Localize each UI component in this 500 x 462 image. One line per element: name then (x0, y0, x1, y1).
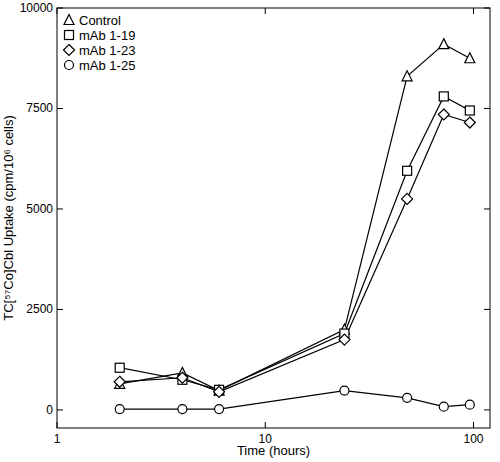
x-tick-label: 100 (463, 432, 483, 446)
y-tick-label: 5000 (26, 202, 53, 216)
point (464, 117, 475, 128)
x-tick (473, 422, 474, 428)
x-tick-top (265, 8, 266, 14)
series-line (120, 115, 470, 392)
point (115, 363, 124, 372)
legend-marker (65, 61, 74, 70)
legend-marker (64, 45, 75, 56)
y-tick-label: 0 (46, 403, 53, 417)
point (178, 405, 187, 414)
y-tick (57, 409, 63, 410)
point (177, 372, 188, 383)
y-tick (57, 208, 63, 209)
legend-marker (65, 31, 74, 40)
y-tick-label: 2500 (26, 302, 53, 316)
point (115, 405, 124, 414)
y-axis-label: TC[⁵⁷Co]Cbl Uptake (cpm/10⁶ cells) (1, 115, 16, 320)
x-tick-top (473, 8, 474, 14)
point (214, 386, 225, 397)
legend-label: mAb 1-19 (79, 28, 135, 43)
y-tick-right (484, 108, 490, 109)
x-tick (57, 422, 58, 428)
y-tick (57, 108, 63, 109)
point (403, 393, 412, 402)
plot-frame (57, 8, 490, 428)
point (465, 53, 475, 63)
series-line (120, 96, 470, 389)
point (438, 109, 449, 120)
point (402, 193, 413, 204)
point (439, 402, 448, 411)
point (403, 166, 412, 175)
plot-area (114, 39, 475, 414)
series-line (120, 391, 470, 409)
y-tick-label: 7500 (26, 101, 53, 115)
point (215, 405, 224, 414)
y-tick-right (484, 8, 490, 9)
y-tick-right (484, 309, 490, 310)
point (465, 106, 474, 115)
legend-marker (64, 15, 74, 25)
x-tick (265, 422, 266, 428)
point (340, 386, 349, 395)
legend: ControlmAb 1-19mAb 1-23mAb 1-25 (64, 13, 136, 73)
legend-label: mAb 1-25 (79, 58, 135, 73)
y-tick-right (484, 409, 490, 410)
y-tick (57, 8, 63, 9)
point (402, 71, 412, 81)
x-tick-top (57, 8, 58, 14)
series-line (120, 44, 470, 390)
legend-label: Control (79, 13, 121, 28)
y-tick-label: 10000 (20, 1, 54, 15)
point (114, 376, 125, 387)
legend-label: mAb 1-23 (79, 43, 135, 58)
x-tick-label: 1 (54, 432, 61, 446)
point (439, 39, 449, 49)
x-axis-label: Time (hours) (237, 443, 310, 458)
y-tick-right (484, 208, 490, 209)
point (465, 400, 474, 409)
chart: 110100025005000750010000Time (hours)TC[⁵… (0, 0, 500, 462)
point (339, 334, 350, 345)
y-tick (57, 309, 63, 310)
point (439, 92, 448, 101)
